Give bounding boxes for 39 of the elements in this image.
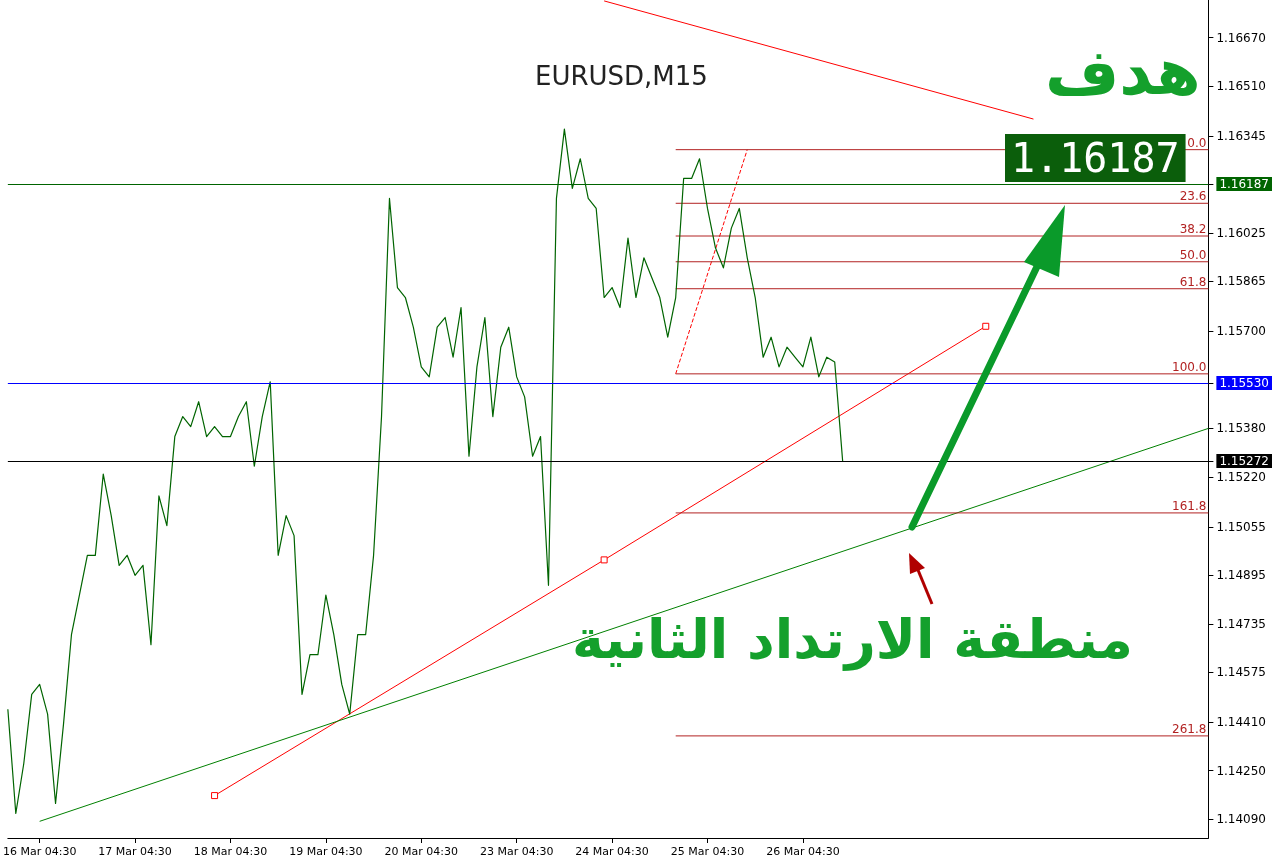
y-tick-label: 1.16510 bbox=[1216, 79, 1266, 94]
y-tick-label: 1.14250 bbox=[1216, 763, 1266, 778]
annotation: هدف bbox=[1045, 35, 1201, 109]
annotation: 100.0 bbox=[1172, 359, 1207, 374]
x-tick-label: 25 Mar 04:30 bbox=[670, 845, 745, 858]
annotation: 23.6 bbox=[1179, 189, 1207, 204]
y-tick-label: 1.14410 bbox=[1216, 715, 1266, 730]
annotation: 50.0 bbox=[1179, 247, 1207, 262]
y-tick-label: 1.16025 bbox=[1216, 225, 1266, 240]
annotation: 38.2 bbox=[1179, 222, 1207, 237]
y-tick-label: 1.15272 bbox=[1219, 454, 1269, 469]
annotation: 161.8 bbox=[1172, 498, 1207, 513]
annotation: 0.0 bbox=[1187, 135, 1207, 150]
y-tick-label: 1.15380 bbox=[1216, 421, 1266, 436]
x-tick-label: 17 Mar 04:30 bbox=[98, 845, 172, 858]
y-tick-label: 1.15530 bbox=[1219, 375, 1269, 390]
annotation: 261.8 bbox=[1172, 721, 1207, 736]
y-tick-label: 1.16345 bbox=[1216, 129, 1266, 144]
annotation: 1.16187 bbox=[1011, 135, 1180, 181]
y-tick-label: 1.16187 bbox=[1219, 176, 1269, 191]
y-tick-label: 1.15700 bbox=[1216, 324, 1266, 339]
text: EURUSD,M15 bbox=[535, 61, 708, 91]
annotation: منطقة الارتداد الثانية bbox=[572, 607, 1133, 671]
x-tick-label: 23 Mar 04:30 bbox=[479, 845, 554, 858]
y-tick-label: 1.14895 bbox=[1216, 568, 1266, 583]
y-tick-label: 1.14735 bbox=[1216, 616, 1266, 631]
x-tick-label: 16 Mar 04:30 bbox=[2, 845, 77, 858]
annotation: 61.8 bbox=[1179, 274, 1207, 289]
x-tick-label: 20 Mar 04:30 bbox=[384, 845, 458, 858]
x-tick-label: 18 Mar 04:30 bbox=[193, 845, 268, 858]
y-tick-label: 1.14575 bbox=[1216, 665, 1266, 680]
y-tick-label: 1.15865 bbox=[1216, 274, 1266, 289]
y-tick-label: 1.14090 bbox=[1216, 812, 1266, 827]
y-tick-label: 1.15055 bbox=[1216, 519, 1266, 534]
y-tick-label: 1.16670 bbox=[1216, 30, 1266, 45]
x-tick-label: 24 Mar 04:30 bbox=[575, 845, 649, 858]
x-tick-label: 26 Mar 04:30 bbox=[766, 845, 840, 858]
y-tick-label: 1.15220 bbox=[1216, 469, 1266, 484]
x-tick-label: 19 Mar 04:30 bbox=[289, 845, 363, 858]
